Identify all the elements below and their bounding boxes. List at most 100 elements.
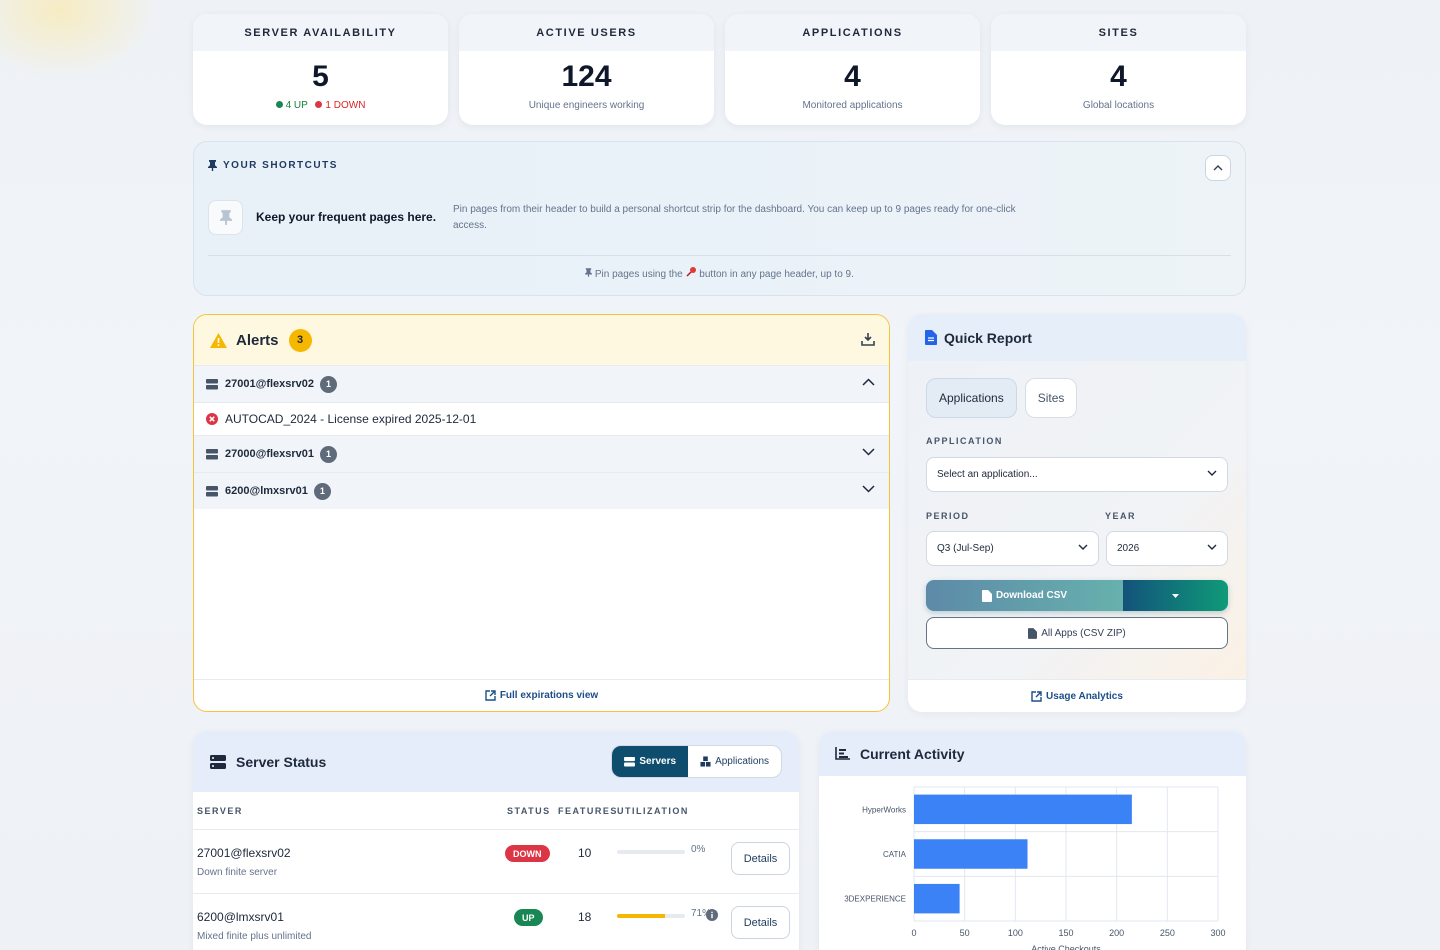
pushpin-icon — [685, 267, 696, 277]
activity-chart: 0 50 100 150 200 250 300 HyperWorks CATIA 3DEXPER… — [844, 786, 1226, 950]
tab-applications[interactable]: Applications — [926, 378, 1017, 418]
cubes-icon — [700, 756, 711, 767]
down-count: 1 DOWN — [325, 100, 366, 111]
status-badge: UP — [514, 909, 543, 926]
chevron-down-icon — [1207, 470, 1217, 476]
server-desc: Down finite server — [197, 867, 278, 878]
stat-title: ACTIVE USERS — [459, 14, 714, 51]
server-name: 27001@flexsrv02 — [197, 846, 291, 860]
col-features: FEATURES — [558, 806, 618, 816]
stat-value: 4 — [844, 60, 861, 93]
zip-file-icon — [1028, 627, 1038, 639]
period-select-value: Q3 (Jul-Sep) — [937, 543, 994, 554]
current-activity-panel: Current Activity 0 50 100 150 200 250 300 Hyper… — [819, 731, 1246, 950]
download-csv-label: Download CSV — [995, 590, 1068, 601]
tick-label: 250 — [1160, 928, 1175, 938]
application-label: APPLICATION — [926, 436, 1003, 446]
quick-report-header: Quick Report — [908, 314, 1246, 361]
current-activity-title: Current Activity — [860, 745, 965, 762]
up-count: 4 UP — [285, 100, 308, 111]
utilization-fill — [617, 914, 666, 918]
server-icon — [206, 448, 218, 459]
col-utilization: UTILIZATION — [617, 806, 689, 816]
bar-catia — [914, 839, 1028, 869]
chevron-up-icon — [862, 378, 875, 386]
year-select[interactable]: 2026 — [1106, 531, 1228, 566]
tab-sites[interactable]: Sites — [1024, 378, 1078, 418]
chevron-down-icon — [862, 448, 875, 456]
table-header: SERVER STATUS FEATURES UTILIZATION — [193, 792, 799, 830]
details-button[interactable]: Details — [731, 842, 790, 875]
server-icon — [210, 754, 226, 769]
pin-icon — [585, 268, 593, 277]
collapse-button[interactable] — [1205, 155, 1231, 181]
quick-report-body: Applications Sites APPLICATION Select an… — [908, 361, 1246, 679]
download-options-button[interactable] — [1123, 580, 1228, 611]
stat-title: SERVER AVAILABILITY — [193, 14, 448, 51]
server-icon — [206, 485, 218, 496]
download-alerts-button[interactable] — [861, 332, 875, 351]
period-select[interactable]: Q3 (Jul-Sep) — [926, 531, 1099, 566]
shortcuts-panel: YOUR SHORTCUTS Keep your frequent pages … — [193, 141, 1246, 296]
stat-applications: APPLICATIONS 4 Monitored applications — [725, 14, 980, 125]
usage-analytics-link[interactable]: Usage Analytics — [908, 679, 1246, 712]
year-label: YEAR — [1105, 511, 1137, 521]
full-expirations-link[interactable]: Full expirations view — [194, 679, 889, 711]
server-status-title: Server Status — [236, 753, 327, 770]
alerts-title: Alerts — [236, 331, 279, 349]
down-dot-icon — [315, 101, 323, 108]
alert-server-row[interactable]: 27000@flexsrv01 1 — [194, 435, 889, 472]
bar-chart-icon — [835, 747, 850, 760]
category-label: CATIA — [883, 850, 907, 859]
utilization-bar — [617, 850, 685, 854]
tick-label: 50 — [960, 928, 970, 938]
hint-text-b: button in any page header, up to 9. — [699, 269, 854, 280]
table-row: 6200@lmxsrv01 Mixed finite plus unlimite… — [193, 894, 799, 950]
stat-sub: Unique engineers working — [528, 100, 645, 111]
bar-3dexperience — [914, 883, 960, 914]
all-apps-zip-button[interactable]: All Apps (CSV ZIP) — [926, 617, 1228, 649]
shortcuts-description: Pin pages from their header to build a p… — [453, 204, 1016, 231]
col-server: SERVER — [197, 806, 243, 816]
chevron-down-icon — [1078, 544, 1088, 550]
tick-label: 100 — [1008, 928, 1023, 938]
application-select[interactable]: Select an application... — [926, 457, 1228, 492]
alerts-panel: Alerts 3 27001@flexsrv02 1 AUTOCAD_2024 … — [193, 314, 890, 712]
year-select-value: 2026 — [1117, 543, 1140, 554]
stat-title: APPLICATIONS — [725, 14, 980, 51]
document-icon — [925, 330, 937, 345]
stat-cards: SERVER AVAILABILITY 5 4 UP 1 DOWN ACTIVE… — [193, 14, 1246, 125]
alert-server-name: 27000@flexsrv01 — [225, 448, 315, 460]
utilization-percent: 71% — [691, 908, 712, 919]
utilization-bar — [617, 914, 685, 918]
pin-placeholder — [208, 200, 243, 235]
server-icon — [206, 378, 218, 389]
toggle-applications[interactable]: Applications — [688, 746, 781, 777]
toggle-applications-label: Applications — [715, 756, 769, 767]
pin-icon — [219, 210, 232, 225]
download-csv-button[interactable]: Download CSV — [926, 580, 1123, 611]
alert-item-text: AUTOCAD_2024 - License expired 2025-12-0… — [225, 412, 477, 426]
stat-sub: Global locations — [1082, 100, 1155, 111]
alert-server-row[interactable]: 27001@flexsrv02 1 — [194, 365, 889, 402]
stat-sub: Monitored applications — [802, 100, 903, 111]
server-icon — [624, 756, 636, 767]
server-status-panel: Server Status Servers Applications SERVE… — [193, 731, 799, 950]
info-icon[interactable] — [706, 909, 718, 921]
period-label: PERIOD — [926, 511, 970, 521]
application-select-value: Select an application... — [937, 469, 1038, 480]
alert-server-row[interactable]: 6200@lmxsrv01 1 — [194, 472, 889, 509]
toggle-servers[interactable]: Servers — [612, 746, 689, 777]
download-csv-split-button: Download CSV — [926, 580, 1228, 611]
chevron-up-icon — [1213, 165, 1223, 171]
chevron-down-icon — [1207, 544, 1217, 550]
details-button[interactable]: Details — [731, 906, 790, 939]
pin-icon — [208, 160, 217, 171]
alert-server-count: 1 — [320, 375, 338, 393]
report-tabs: Applications Sites — [926, 378, 1078, 418]
error-icon — [206, 413, 218, 425]
feature-count: 18 — [578, 910, 592, 924]
server-status-toggle: Servers Applications — [611, 745, 782, 778]
quick-report-title: Quick Report — [944, 329, 1032, 346]
table-row: 27001@flexsrv02 Down finite server DOWN … — [193, 830, 799, 894]
